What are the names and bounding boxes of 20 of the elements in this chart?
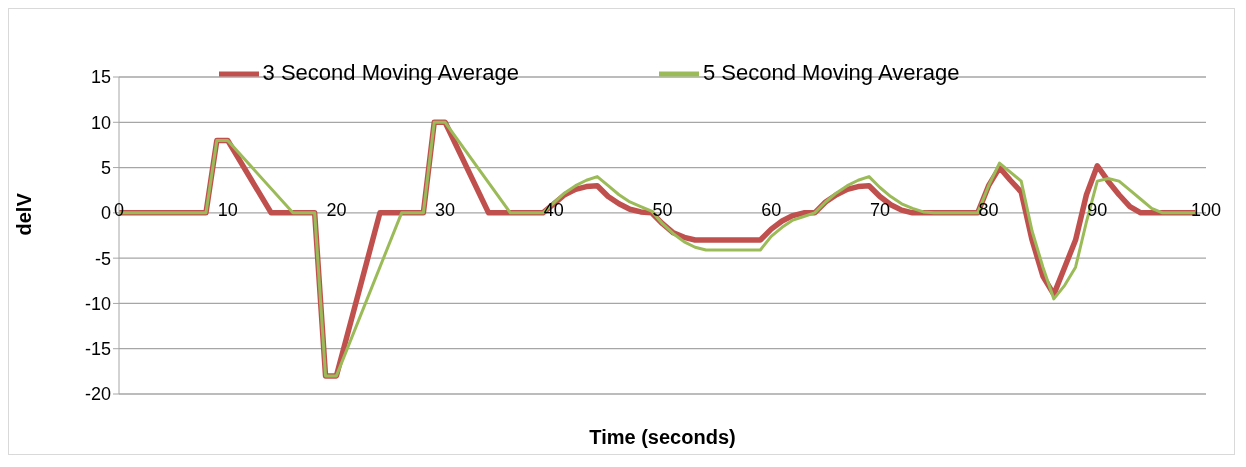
x-tick-label: 40 [543,200,564,220]
y-tick-label: -20 [84,384,111,405]
y-tick-label: 5 [100,157,111,178]
x-axis-title: Time (seconds) [589,426,736,448]
x-tick-label: 20 [326,200,347,220]
x-tick-label: 30 [435,200,456,220]
y-tick-label: -10 [84,293,111,314]
x-tick-label: 50 [652,200,673,220]
legend-label: 3 Second Moving Average [262,59,519,85]
y-tick-label: 15 [90,67,111,88]
y-tick-label: -15 [84,339,111,360]
x-tick-label: 70 [869,200,890,220]
y-axis-title: delV [13,192,36,236]
y-tick-label: -5 [94,248,111,269]
x-tick-label: 100 [1190,200,1222,220]
x-tick-label: 10 [217,200,238,220]
legend-label: 5 Second Moving Average [703,59,960,85]
x-tick-label: 60 [761,200,782,220]
y-tick-label: 10 [90,112,111,133]
x-tick-label: 0 [113,200,125,220]
